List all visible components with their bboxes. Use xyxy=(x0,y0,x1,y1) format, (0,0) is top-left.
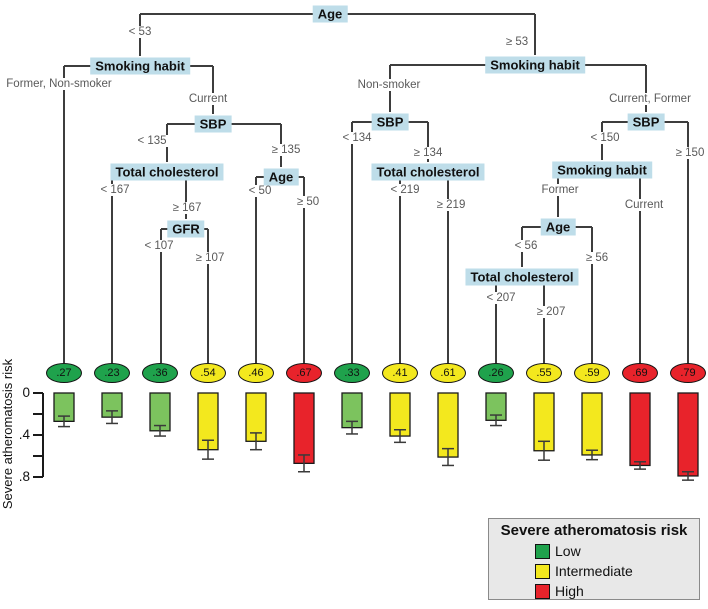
tree-node-smoking-habit: Smoking habit xyxy=(552,161,652,179)
leaf-node-13: .79 xyxy=(670,363,706,383)
tree-node-total-cholesterol: Total cholesterol xyxy=(465,268,579,286)
branch-label-207: ≥ 207 xyxy=(534,306,568,318)
branch-label-135: ≥ 135 xyxy=(269,144,303,156)
branch-label-current: Current xyxy=(622,199,666,211)
branch-label-219: ≥ 219 xyxy=(434,199,468,211)
tree-node-age: Age xyxy=(312,5,348,23)
risk-bar-8 xyxy=(437,392,459,458)
risk-bar-5 xyxy=(293,392,315,464)
branch-label-current-former: Current, Former xyxy=(607,93,693,105)
leaf-node-9: .26 xyxy=(478,363,514,383)
branch-label-56: ≥ 56 xyxy=(583,252,611,264)
branch-label-134: ≥ 134 xyxy=(411,147,445,159)
risk-bar-12 xyxy=(629,392,651,467)
leaf-node-8: .61 xyxy=(430,363,466,383)
risk-bar-13 xyxy=(677,392,699,477)
branch-label-53: ≥ 53 xyxy=(503,36,531,48)
branch-label-former: Former xyxy=(539,184,581,196)
y-axis-tick-label: .4 xyxy=(18,427,30,442)
y-axis-tick-label: .8 xyxy=(18,469,30,484)
legend-title: Severe atheromatosis risk xyxy=(500,522,688,539)
branch-label-56: < 56 xyxy=(512,240,540,252)
tree-node-smoking-habit: Smoking habit xyxy=(485,56,585,74)
legend-swatch-intermediate xyxy=(535,563,550,579)
legend: Severe atheromatosis risk Low Intermedia… xyxy=(488,518,700,600)
branch-label-50: ≥ 50 xyxy=(294,196,322,208)
legend-item-label-intermediate: Intermediate xyxy=(555,562,633,579)
branch-label-167: < 167 xyxy=(98,184,132,196)
y-axis-tick-label: 0 xyxy=(22,385,30,400)
legend-item-label-high: High xyxy=(555,582,584,599)
branch-label-former-non-smoker: Former, Non-smoker xyxy=(4,78,114,90)
leaf-node-12: .69 xyxy=(622,363,658,383)
tree-node-total-cholesterol: Total cholesterol xyxy=(110,163,224,181)
branch-label-150: ≥ 150 xyxy=(673,147,707,159)
branch-label-50: < 50 xyxy=(246,185,274,197)
branch-label-current: Current xyxy=(186,93,230,105)
legend-item-label-low: Low xyxy=(555,542,581,559)
leaf-node-6: .33 xyxy=(334,363,370,383)
branch-label-135: < 135 xyxy=(135,135,169,147)
branch-label-134: < 134 xyxy=(340,132,374,144)
tree-node-smoking-habit: Smoking habit xyxy=(90,57,190,75)
branch-label-167: ≥ 167 xyxy=(170,202,204,214)
leaf-node-0: .27 xyxy=(46,363,82,383)
leaf-node-3: .54 xyxy=(190,363,226,383)
branch-label-53: < 53 xyxy=(126,26,154,38)
leaf-node-10: .55 xyxy=(526,363,562,383)
legend-swatch-low xyxy=(535,543,550,559)
legend-swatch-high xyxy=(535,583,550,599)
tree-node-age: Age xyxy=(263,168,299,186)
risk-bar-11 xyxy=(581,392,603,456)
branch-label-219: < 219 xyxy=(388,184,422,196)
branch-label-107: ≥ 107 xyxy=(193,252,227,264)
leaf-node-7: .41 xyxy=(382,363,418,383)
legend-item-intermediate: Intermediate xyxy=(535,563,699,579)
leaf-node-1: .23 xyxy=(94,363,130,383)
tree-node-sbp: SBP xyxy=(194,115,232,133)
legend-item-high: High xyxy=(535,583,699,599)
leaf-node-4: .46 xyxy=(238,363,274,383)
branch-label-150: < 150 xyxy=(588,132,622,144)
tree-node-total-cholesterol: Total cholesterol xyxy=(371,163,485,181)
tree-node-age: Age xyxy=(540,218,576,236)
tree-node-sbp: SBP xyxy=(627,113,665,131)
branch-label-107: < 107 xyxy=(142,240,176,252)
leaf-node-11: .59 xyxy=(574,363,610,383)
leaf-node-2: .36 xyxy=(142,363,178,383)
branch-label-non-smoker: Non-smoker xyxy=(355,79,423,91)
legend-item-low: Low xyxy=(535,543,699,559)
tree-node-gfr: GFR xyxy=(167,220,205,238)
tree-node-sbp: SBP xyxy=(371,113,409,131)
branch-label-207: < 207 xyxy=(484,292,518,304)
leaf-node-5: .67 xyxy=(286,363,322,383)
